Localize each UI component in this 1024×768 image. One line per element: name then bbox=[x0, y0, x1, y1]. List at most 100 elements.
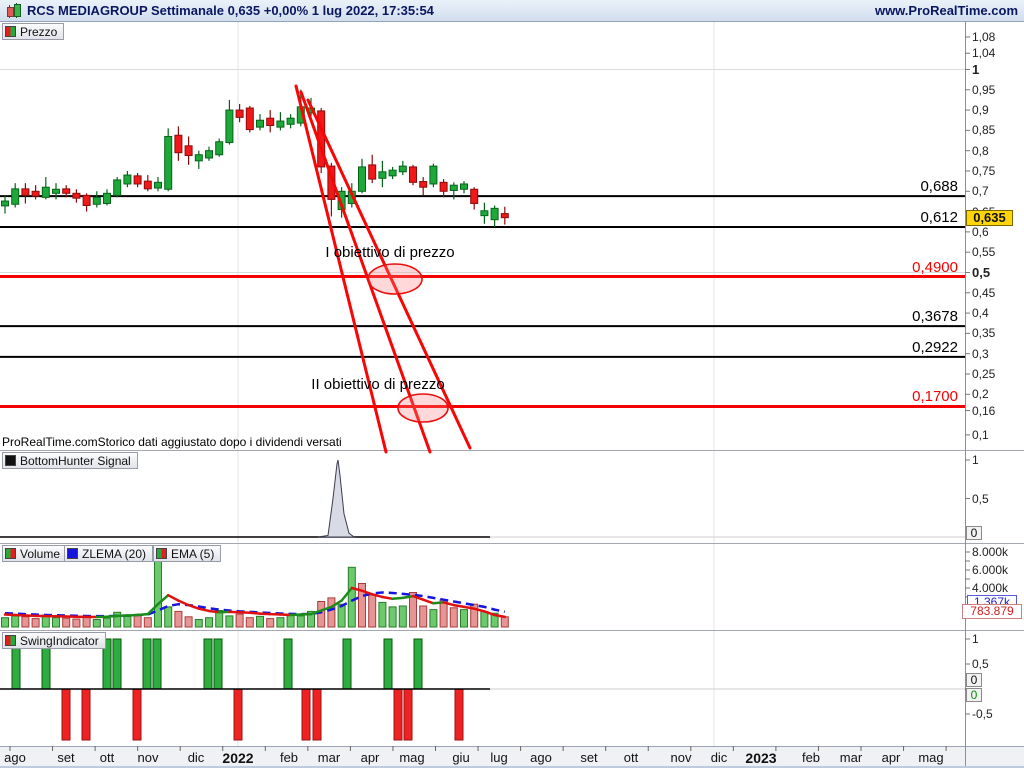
price-pane[interactable] bbox=[0, 22, 965, 450]
year-label: 2022 bbox=[222, 750, 254, 766]
prorealtime-link[interactable]: www.ProRealTime.com bbox=[874, 3, 1018, 18]
ema-segment bbox=[462, 605, 476, 610]
volume-bar bbox=[205, 617, 213, 628]
candle-body bbox=[368, 164, 377, 180]
ema-segment bbox=[319, 605, 333, 612]
trendline bbox=[294, 84, 388, 454]
ema-segment bbox=[177, 599, 190, 607]
ema-segment bbox=[432, 601, 445, 605]
trendline bbox=[299, 90, 432, 454]
month-label: nov bbox=[670, 750, 692, 765]
bottomhunter-value-badge: 0 bbox=[966, 526, 982, 540]
price-level-label: 0,1700 bbox=[912, 388, 958, 406]
volume-bar bbox=[174, 610, 183, 628]
month-label: lug bbox=[490, 750, 508, 765]
candle-body bbox=[72, 192, 81, 199]
volume-bar bbox=[92, 619, 101, 628]
volume-bar bbox=[388, 606, 397, 628]
price-axis-label: 0,7 bbox=[972, 184, 989, 199]
legend-ema[interactable]: EMA (5) bbox=[153, 545, 222, 562]
candle-body bbox=[31, 190, 40, 197]
bottomhunter-axis-label: 1 bbox=[972, 453, 979, 467]
candle-body bbox=[286, 117, 295, 125]
legend-zlema[interactable]: ZLEMA (20) bbox=[64, 545, 154, 562]
volume-bar bbox=[470, 603, 479, 628]
ema-value-badge: 783.879 bbox=[962, 604, 1022, 619]
month-label: mag bbox=[399, 750, 425, 765]
candle-body bbox=[11, 188, 20, 205]
price-target-2-annotation[interactable]: II obiettivo di prezzo bbox=[311, 376, 445, 393]
month-label: ago bbox=[4, 750, 26, 765]
month-label: apr bbox=[881, 750, 901, 765]
candle-body bbox=[449, 184, 458, 191]
volume-bar bbox=[184, 616, 193, 628]
candle-body bbox=[235, 109, 244, 118]
price-level-label: 0,688 bbox=[920, 178, 958, 196]
volume-bar bbox=[72, 618, 81, 628]
month-label: nov bbox=[137, 750, 159, 765]
candle-body bbox=[174, 134, 183, 154]
ema-segment bbox=[207, 609, 221, 614]
candle-body bbox=[409, 166, 417, 183]
legend-price-label: Prezzo bbox=[20, 24, 58, 39]
legend-bottomhunter[interactable]: BottomHunter Signal bbox=[2, 452, 138, 469]
legend-price[interactable]: Prezzo bbox=[2, 23, 65, 40]
price-level-label: 0,3678 bbox=[912, 308, 958, 326]
ema-segment bbox=[197, 607, 211, 613]
candle-body bbox=[1, 200, 9, 207]
month-label: feb bbox=[279, 750, 299, 765]
candle-body bbox=[500, 213, 509, 219]
ema-segment bbox=[136, 612, 150, 617]
candle-body bbox=[398, 165, 407, 173]
ema-segment bbox=[381, 595, 394, 601]
ema-segment bbox=[340, 586, 354, 602]
legend-zlema-label: ZLEMA (20) bbox=[82, 546, 147, 561]
time-axis[interactable] bbox=[0, 746, 1024, 766]
bottomhunter-pane[interactable] bbox=[0, 450, 965, 543]
volume-axis-label: 4.000k bbox=[972, 581, 1009, 595]
volume-bar bbox=[347, 566, 356, 628]
candle-body bbox=[429, 165, 438, 185]
volume-bar bbox=[225, 615, 234, 628]
candle-body bbox=[164, 135, 173, 190]
ema-segment bbox=[187, 603, 201, 610]
month-label: ott bbox=[99, 750, 115, 765]
trendline bbox=[306, 98, 472, 450]
legend-swing[interactable]: SwingIndicator bbox=[2, 632, 106, 649]
bottomhunter-axis-label: 0,5 bbox=[972, 491, 989, 506]
target-ellipse bbox=[367, 263, 423, 295]
candle-body bbox=[92, 196, 101, 205]
volume-bar bbox=[62, 617, 71, 628]
candle-body bbox=[378, 171, 387, 179]
price-axis-label: 0,55 bbox=[972, 245, 996, 260]
volume-bar bbox=[245, 617, 254, 628]
candle-body bbox=[184, 145, 193, 157]
legend-volume[interactable]: Volume bbox=[2, 545, 68, 562]
swing-pane[interactable] bbox=[0, 630, 965, 746]
price-axis-label: 0,2 bbox=[972, 387, 989, 402]
candle-body bbox=[205, 150, 213, 159]
price-axis-label: 0,95 bbox=[972, 82, 996, 97]
volume-bar bbox=[113, 611, 122, 628]
price-axis-label: 0,9 bbox=[972, 103, 989, 118]
candle-body bbox=[113, 179, 122, 196]
price-series-icon bbox=[5, 26, 16, 37]
ema-segment bbox=[452, 603, 466, 609]
volume-bar bbox=[194, 619, 203, 628]
price-axis-label: 0,16 bbox=[972, 403, 996, 418]
candle-body bbox=[225, 109, 234, 144]
swing-axis-label: -0,5 bbox=[972, 707, 993, 721]
price-axis-label: 0,4 bbox=[972, 306, 989, 321]
volume-bar bbox=[490, 612, 499, 628]
ema-segment bbox=[411, 594, 425, 601]
price-target-1-annotation[interactable]: I obiettivo di prezzo bbox=[325, 244, 455, 261]
legend-swing-label: SwingIndicator bbox=[20, 633, 99, 648]
chart-header: RCS MEDIAGROUP Settimanale 0,635 +0,00% … bbox=[0, 0, 1024, 22]
month-label: set bbox=[580, 750, 598, 765]
volume-bar bbox=[21, 616, 30, 628]
ema-segment bbox=[370, 593, 384, 599]
ema-segment bbox=[248, 611, 262, 615]
volume-series-icon bbox=[5, 548, 16, 559]
